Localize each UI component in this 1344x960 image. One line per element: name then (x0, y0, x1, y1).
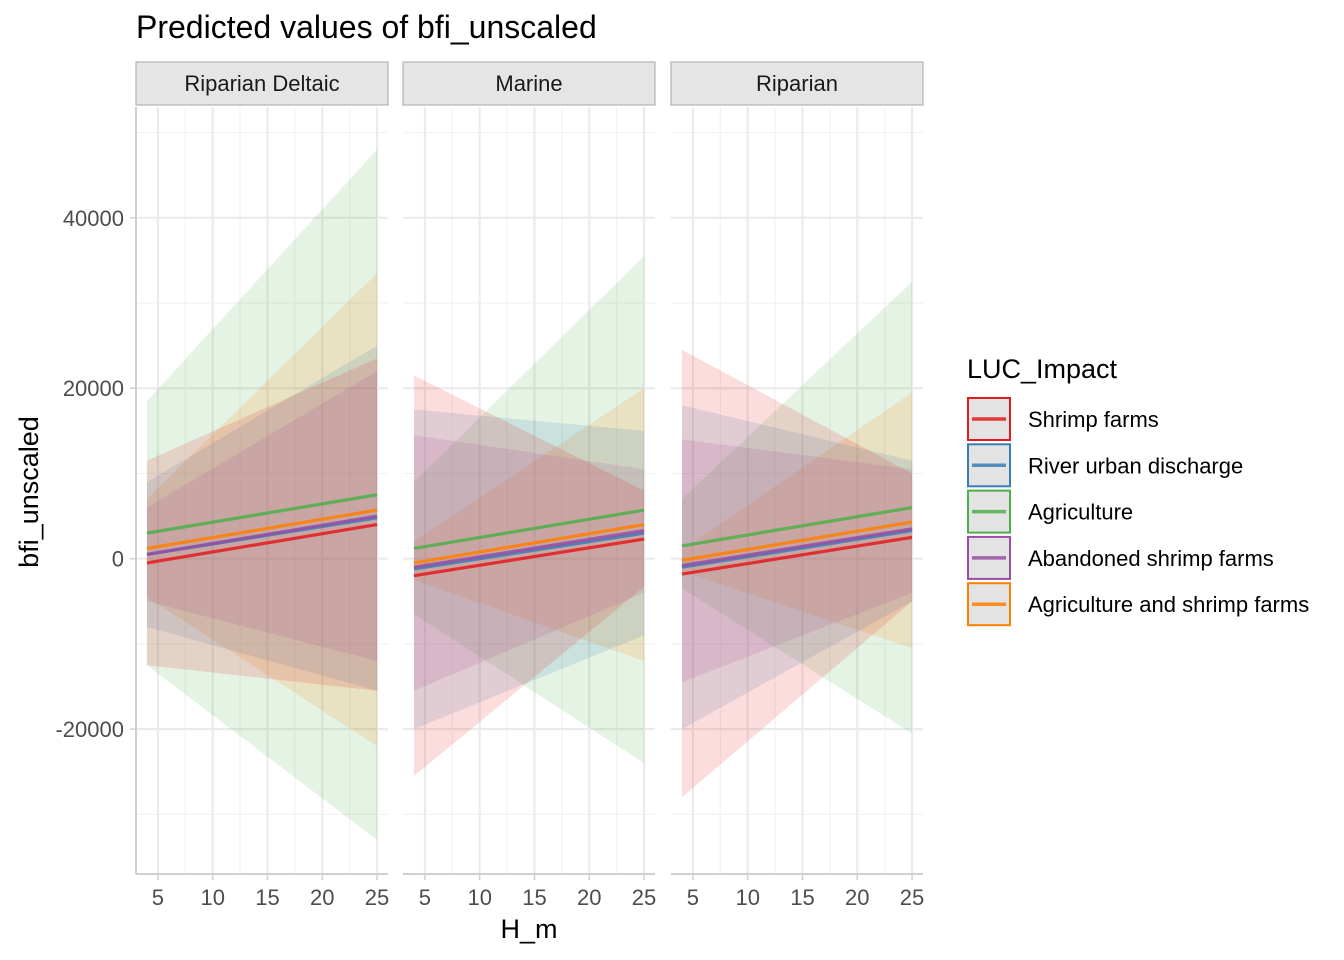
series-line-abandoned-shrimp-farms (146, 514, 378, 556)
y-tick-label: -20000 (55, 717, 124, 742)
x-tick-label: 25 (365, 885, 389, 910)
ci-band-river-urban-discharge (413, 409, 645, 730)
x-tick-label: 10 (735, 885, 759, 910)
facet-strip-label: Marine (495, 71, 562, 96)
facet-panel: Marine (402, 61, 656, 874)
facet-strip (402, 61, 656, 106)
series-line-agriculture (146, 493, 378, 535)
facet-panel: Riparian Deltaic (135, 61, 389, 874)
ci-band-shrimp-farms (413, 375, 645, 776)
legend-item: Shrimp farms (967, 397, 1159, 441)
chart-title: Predicted values of bfi_unscaled (136, 9, 597, 45)
ci-band-river-urban-discharge (681, 405, 913, 730)
ci-band-shrimp-farms (681, 349, 913, 798)
legend-label: Abandoned shrimp farms (1028, 546, 1274, 571)
series-line-agriculture (413, 508, 645, 551)
x-axis-title: H_m (500, 914, 557, 944)
y-axis: 40000 20000 0 -20000 (55, 107, 137, 874)
facet-panel: Riparian (670, 61, 924, 874)
y-tick-label: 20000 (63, 376, 124, 401)
ci-band-abandoned-shrimp-farms (413, 435, 645, 691)
ci-band-river-urban-discharge (146, 345, 378, 691)
x-tick-label: 15 (522, 885, 546, 910)
legend-item: River urban discharge (967, 443, 1243, 488)
ci-band-agriculture-and-shrimp-farms (413, 388, 645, 661)
x-tick-label: 10 (467, 885, 491, 910)
x-tick-label: 25 (900, 885, 924, 910)
x-tick-label: 5 (152, 885, 164, 910)
x-tick-label: 5 (687, 885, 699, 910)
legend-label: Agriculture and shrimp farms (1028, 592, 1309, 617)
legend-label: Agriculture (1028, 500, 1133, 525)
legend-label: River urban discharge (1028, 453, 1243, 478)
facet-panels: Riparian Deltaic Marine Riparian (135, 61, 924, 874)
x-tick-label: 20 (310, 885, 334, 910)
series-line-river-urban-discharge (413, 531, 645, 571)
ci-band-agriculture-and-shrimp-farms (146, 273, 378, 747)
x-tick-label: 15 (790, 885, 814, 910)
series-line-agriculture (681, 505, 913, 548)
legend-title: LUC_Impact (967, 354, 1118, 384)
y-axis-title: bfi_unscaled (14, 416, 44, 568)
x-tick-label: 20 (845, 885, 869, 910)
legend-items: Shrimp farms River urban discharge Agricul… (967, 397, 1309, 627)
ci-band-shrimp-farms (146, 358, 378, 691)
legend: LUC_Impact Shrimp farms River urban disch… (967, 354, 1309, 627)
grid (671, 107, 923, 874)
ci-band-agriculture (413, 256, 645, 764)
y-tick-label: 40000 (63, 206, 124, 231)
facet-strip-label: Riparian (756, 71, 838, 96)
series-line-shrimp-farms (681, 535, 913, 576)
y-tick-label: 0 (112, 547, 124, 572)
grid (403, 107, 655, 874)
series-line-abandoned-shrimp-farms (413, 528, 645, 569)
x-tick-label: 25 (632, 885, 656, 910)
legend-item: Agriculture and shrimp farms (967, 582, 1309, 627)
x-tick-label: 10 (200, 885, 224, 910)
series-line-shrimp-farms (413, 537, 645, 578)
series-line-agriculture-and-shrimp-farms (146, 508, 378, 551)
x-axis: 5 10 15 20 25 5 10 15 20 25 5 10 15 20 25 (136, 873, 924, 910)
series-line-shrimp-farms (146, 523, 378, 565)
series-line-agriculture-and-shrimp-farms (681, 520, 913, 562)
series-line-agriculture-and-shrimp-farms (413, 523, 645, 565)
facet-strip (135, 61, 389, 106)
legend-item: Agriculture (967, 489, 1133, 534)
ci-band-agriculture-and-shrimp-farms (681, 392, 913, 649)
facet-strip (670, 61, 924, 106)
ci-band-agriculture (681, 281, 913, 734)
ci-band-agriculture (146, 149, 378, 840)
ci-band-abandoned-shrimp-farms (146, 371, 378, 661)
legend-item: Abandoned shrimp farms (967, 535, 1274, 580)
x-tick-label: 15 (255, 885, 279, 910)
ci-band-abandoned-shrimp-farms (681, 439, 913, 683)
series-line-abandoned-shrimp-farms (681, 527, 913, 568)
legend-label: Shrimp farms (1028, 407, 1159, 432)
facet-strip-label: Riparian Deltaic (184, 71, 339, 96)
x-tick-label: 5 (419, 885, 431, 910)
grid (136, 107, 388, 874)
series-line-river-urban-discharge (681, 528, 913, 569)
x-tick-label: 20 (577, 885, 601, 910)
